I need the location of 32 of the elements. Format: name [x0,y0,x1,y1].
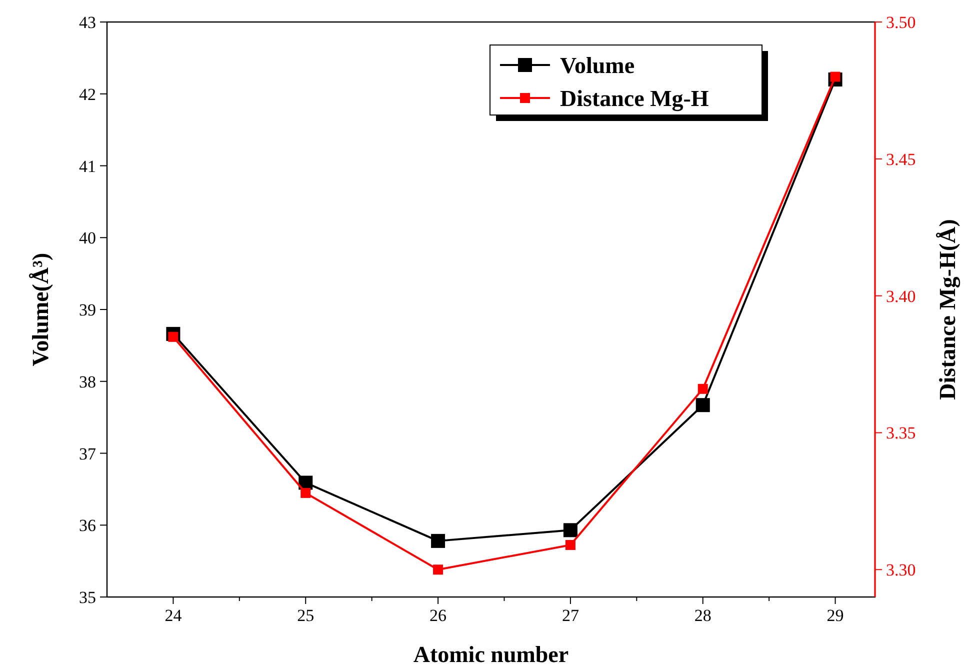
point [563,523,578,538]
y-axis-title: Volume(Å³) [28,252,53,366]
y2-axis-title: Distance Mg-H(Å) [935,219,961,400]
y2-tick-label: 3.45 [886,150,916,169]
x-tick-label: 25 [297,606,314,625]
point [431,534,446,548]
x-tick-label: 29 [826,606,844,625]
y-tick-label: 37 [79,444,96,464]
x-tick-label: 28 [694,606,712,625]
point [300,488,311,498]
point [696,398,710,412]
y-tick-label: 38 [79,372,96,392]
point [698,384,708,394]
y2-tick-label: 3.50 [886,13,916,32]
legend-label: Distance Mg-H [560,86,709,112]
y-tick-label: 41 [79,156,96,176]
y2-tick-label: 3.40 [886,286,916,306]
point [433,564,444,575]
y2-tick-label: 3.30 [886,560,916,580]
x-tick-label: 26 [430,606,447,625]
point [565,540,576,550]
y-tick-label: 42 [79,84,96,104]
legend-label: Volume [560,53,635,78]
x-axis-title: Atomic number [413,642,569,666]
y-tick-label: 35 [79,588,96,607]
y-tick-label: 40 [79,228,96,248]
y2-tick-label: 3.35 [886,424,916,443]
y-tick-label: 43 [79,13,96,32]
y-tick-label: 36 [79,516,96,536]
y-tick-label: 39 [79,300,96,320]
x-tick-label: 24 [164,606,182,625]
x-tick-label: 27 [562,606,580,625]
